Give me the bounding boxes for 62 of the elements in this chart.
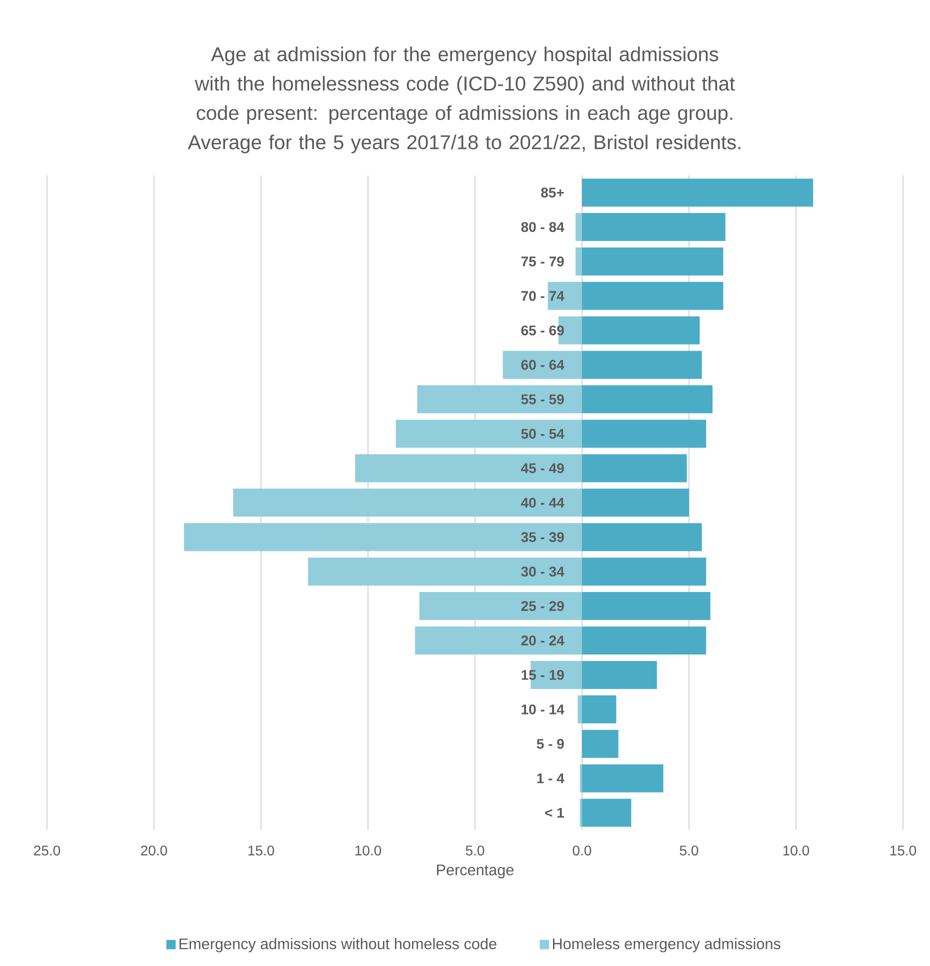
bar [308, 558, 582, 586]
bar [582, 282, 724, 310]
y-tick-label: 55 - 59 [521, 394, 564, 404]
bar [355, 454, 582, 482]
y-tick-label: 40 - 44 [521, 498, 564, 508]
bar [582, 626, 706, 654]
bar [582, 488, 689, 517]
bar [233, 488, 582, 517]
x-tick-label: 0.0 [572, 846, 592, 856]
bar [582, 247, 724, 276]
y-tick-label: 60 - 64 [521, 360, 564, 370]
bar [582, 730, 618, 758]
bar [582, 592, 710, 620]
bar [582, 420, 706, 448]
y-tick-label: 75 - 79 [521, 256, 564, 266]
y-tick-label: 50 - 54 [521, 428, 564, 439]
y-tick-label: 25 - 29 [521, 601, 564, 612]
bar [578, 695, 582, 724]
legend-label: Emergency admissions without homeless code [180, 938, 496, 952]
x-tick-label: 15.0 [890, 846, 916, 856]
y-tick-label: 35 - 39 [521, 532, 564, 542]
bar [582, 523, 702, 552]
legend-label: Homeless emergency admissions [553, 938, 780, 952]
x-tick-label: 20.0 [141, 846, 168, 856]
bar [582, 454, 687, 482]
y-tick-label: 30 - 34 [521, 566, 564, 577]
y-tick-label: 1 - 4 [537, 774, 564, 784]
bar [548, 282, 582, 310]
chart-title: Age at admission for the emergency hospital admissions with the homelessness code (ICD-10 Z590) and without that code present: percentage of admissions in each age group. Average for the 5 years 2017/18 to 2021/22, Bristol residents. [188, 46, 740, 154]
y-tick-label: 70 - 74 [521, 290, 564, 301]
bar [417, 385, 582, 414]
y-tick-label: 85+ [541, 188, 564, 198]
y-tick-label: 80 - 84 [521, 222, 564, 232]
bar [396, 420, 582, 448]
x-axis-title: Percentage [437, 864, 514, 878]
bar [582, 350, 702, 379]
x-tick-label: 5.0 [466, 846, 484, 856]
bar [576, 247, 582, 276]
bar [582, 660, 657, 689]
bar [582, 316, 700, 344]
bar [582, 695, 616, 724]
y-tick-label: 5 - 9 [536, 738, 564, 749]
x-tick-label: 15.0 [248, 846, 274, 856]
bar [582, 213, 726, 242]
y-tick-label: 10 - 14 [522, 704, 564, 714]
bar [582, 385, 713, 414]
bar [502, 350, 582, 379]
y-tick-label: < 1 [545, 808, 564, 818]
x-tick-label: 25.0 [34, 846, 60, 856]
bar [576, 213, 582, 242]
y-tick-label: 45 - 49 [521, 463, 564, 474]
bar [184, 523, 582, 552]
bar [419, 592, 582, 620]
bar [415, 626, 582, 654]
x-tick-label: 10.0 [783, 846, 810, 856]
bar [582, 798, 632, 827]
y-tick-label: 20 - 24 [521, 636, 564, 646]
bar [582, 558, 706, 586]
x-tick-label: 5.0 [680, 846, 698, 856]
x-tick-label: 10.0 [355, 846, 382, 856]
bar [582, 764, 664, 792]
bar [582, 178, 814, 207]
